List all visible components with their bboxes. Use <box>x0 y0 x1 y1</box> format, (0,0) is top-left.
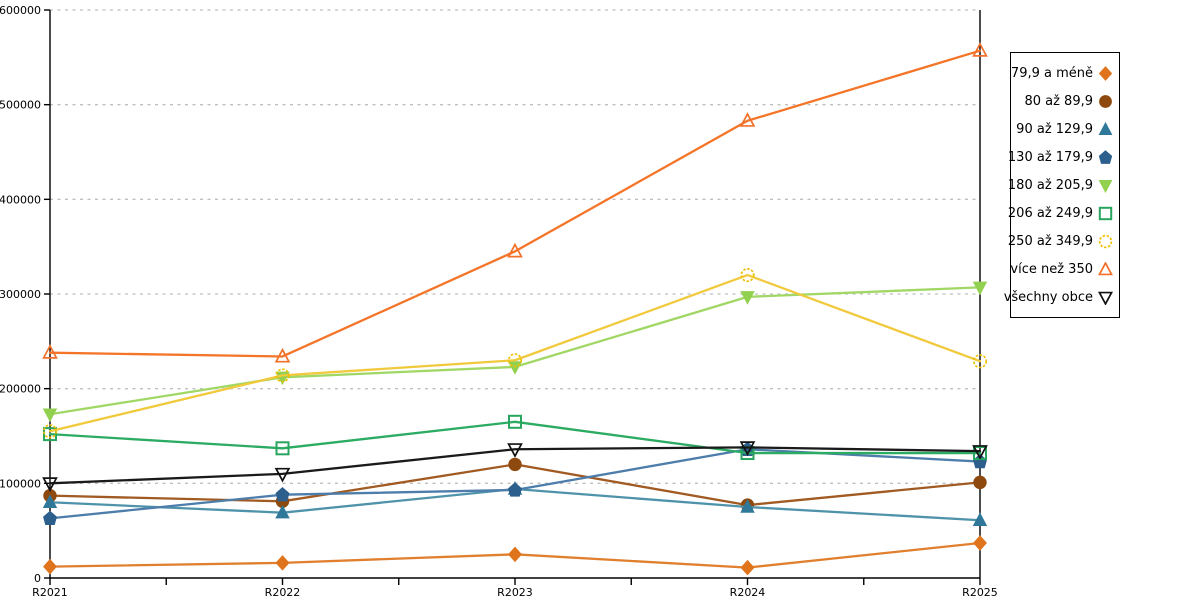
legend-item-vice-nez-350: více než 350 <box>1010 255 1113 283</box>
series-206-az-249-9 <box>43 414 987 461</box>
legend-item-90-az-129-9: 90 až 129,9 <box>1015 115 1113 143</box>
data-point-marker <box>42 344 58 359</box>
data-point-marker <box>275 555 290 571</box>
legend-item-label: 130 až 179,9 <box>1007 149 1093 165</box>
data-point-marker <box>507 242 523 258</box>
legend-item-206-az-249-9: 206 až 249,9 <box>1008 199 1113 227</box>
data-point-marker <box>1099 94 1112 108</box>
x-tick-label: R2025 <box>962 586 998 599</box>
x-tick-label: R2023 <box>497 586 533 599</box>
legend-item-label: 206 až 249,9 <box>1007 205 1093 221</box>
series-line-206-az-249-9 <box>48 420 982 455</box>
series-line-180-az-205-9 <box>48 286 982 416</box>
data-point-marker <box>972 354 988 369</box>
y-tick-label: 400000 <box>0 193 41 206</box>
data-point-marker <box>1098 206 1113 220</box>
data-point-marker <box>740 499 755 513</box>
data-point-marker <box>1098 261 1113 275</box>
y-tick-label: 300000 <box>0 288 41 301</box>
series-vsechny-obce <box>42 441 988 492</box>
data-point-marker <box>1098 179 1113 193</box>
data-point-marker <box>508 546 522 563</box>
legend-item-label: 250 až 349,9 <box>1007 233 1093 249</box>
data-point-marker <box>1098 234 1113 248</box>
data-point-marker <box>972 281 988 296</box>
legend-item-label: všechny obce <box>1003 289 1093 305</box>
legend-item-label: více než 350 <box>1010 261 1093 277</box>
data-point-marker <box>42 424 58 439</box>
y-tick-label: 0 <box>34 572 41 585</box>
y-tick-label: 500000 <box>0 99 41 112</box>
chart-legend: 79,9 a méně 80 až 89,9 90 až 129,9 130 až 1… <box>1004 52 1120 318</box>
y-tick-label: 200000 <box>0 383 41 396</box>
gridlines <box>50 9 980 484</box>
triangle-up-marker-icon <box>1098 261 1113 275</box>
triangle-down-marker-icon <box>1098 291 1113 305</box>
data-point-marker <box>275 487 290 502</box>
x-tick-label: R2022 <box>265 586 301 599</box>
data-point-marker <box>973 535 987 551</box>
data-point-marker <box>274 347 291 363</box>
x-tick-label: R2021 <box>32 586 68 599</box>
legend-item-label: 79,9 a méně <box>1010 65 1093 81</box>
legend-item-vsechny-obce: všechny obce <box>1004 283 1113 311</box>
series-79-9-a-mene <box>43 535 987 576</box>
data-point-marker <box>508 482 522 497</box>
y-tick-label: 100000 <box>0 477 41 490</box>
series-250-az-349-9 <box>42 268 988 439</box>
data-point-marker <box>739 112 756 127</box>
data-point-marker <box>275 441 290 456</box>
data-point-marker <box>1098 65 1113 81</box>
data-point-marker <box>740 291 755 305</box>
series-180-az-205-9 <box>42 281 988 423</box>
triangle-down-marker-icon <box>1098 179 1113 193</box>
data-point-marker <box>42 494 58 508</box>
legend-item-label: 180 až 205,9 <box>1007 177 1093 193</box>
data-point-marker <box>508 457 522 472</box>
data-point-marker <box>973 475 987 490</box>
data-point-marker <box>1098 121 1113 135</box>
series-line-250-az-349-9 <box>48 273 982 433</box>
data-point-marker <box>1098 149 1113 164</box>
pentagon-marker-icon <box>1098 149 1113 164</box>
triangle-up-marker-icon <box>1098 121 1113 135</box>
circle-marker-icon <box>1099 94 1112 108</box>
data-point-marker <box>43 427 57 442</box>
data-point-marker <box>274 467 291 483</box>
legend-item-80-az-89-9: 80 až 89,9 <box>1015 87 1113 115</box>
series-line-vsechny-obce <box>48 446 982 485</box>
legend-item-label: 90 až 129,9 <box>1016 121 1093 137</box>
x-tick-label: R2024 <box>730 586 766 599</box>
data-point-marker <box>43 558 57 575</box>
y-tick-label: 600000 <box>0 4 41 17</box>
legend-item-250-az-349-9: 250 až 349,9 <box>1008 227 1113 255</box>
legend-item-130-az-179-9: 130 až 179,9 <box>1008 143 1113 171</box>
data-point-marker <box>275 504 290 519</box>
data-point-marker <box>43 510 57 526</box>
data-point-marker <box>972 512 988 526</box>
data-point-marker <box>275 368 290 383</box>
series-line-vice-nez-350 <box>48 49 982 358</box>
data-point-marker <box>508 414 522 429</box>
data-point-marker <box>739 441 756 456</box>
data-point-marker <box>507 353 523 368</box>
diamond-marker-icon <box>1098 65 1113 81</box>
data-point-marker <box>972 42 988 57</box>
circle-marker-icon <box>1098 234 1113 248</box>
axis-labels: 0 100000 200000 300000 400000 500000 600000 R20… <box>0 4 998 599</box>
data-point-marker <box>42 477 58 492</box>
legend-item-79-9-a-mene: 79,9 a méně <box>1011 59 1113 87</box>
series-vice-nez-350 <box>42 42 988 363</box>
data-point-marker <box>740 268 755 283</box>
data-point-marker <box>740 559 755 576</box>
data-point-marker <box>972 445 988 460</box>
square-marker-icon <box>1098 206 1113 220</box>
data-point-marker <box>1098 291 1113 305</box>
data-point-marker <box>42 408 58 423</box>
legend-item-label: 80 až 89,9 <box>1024 93 1093 109</box>
data-point-marker <box>507 443 523 458</box>
legend-item-180-az-205-9: 180 až 205,9 <box>1008 171 1113 199</box>
